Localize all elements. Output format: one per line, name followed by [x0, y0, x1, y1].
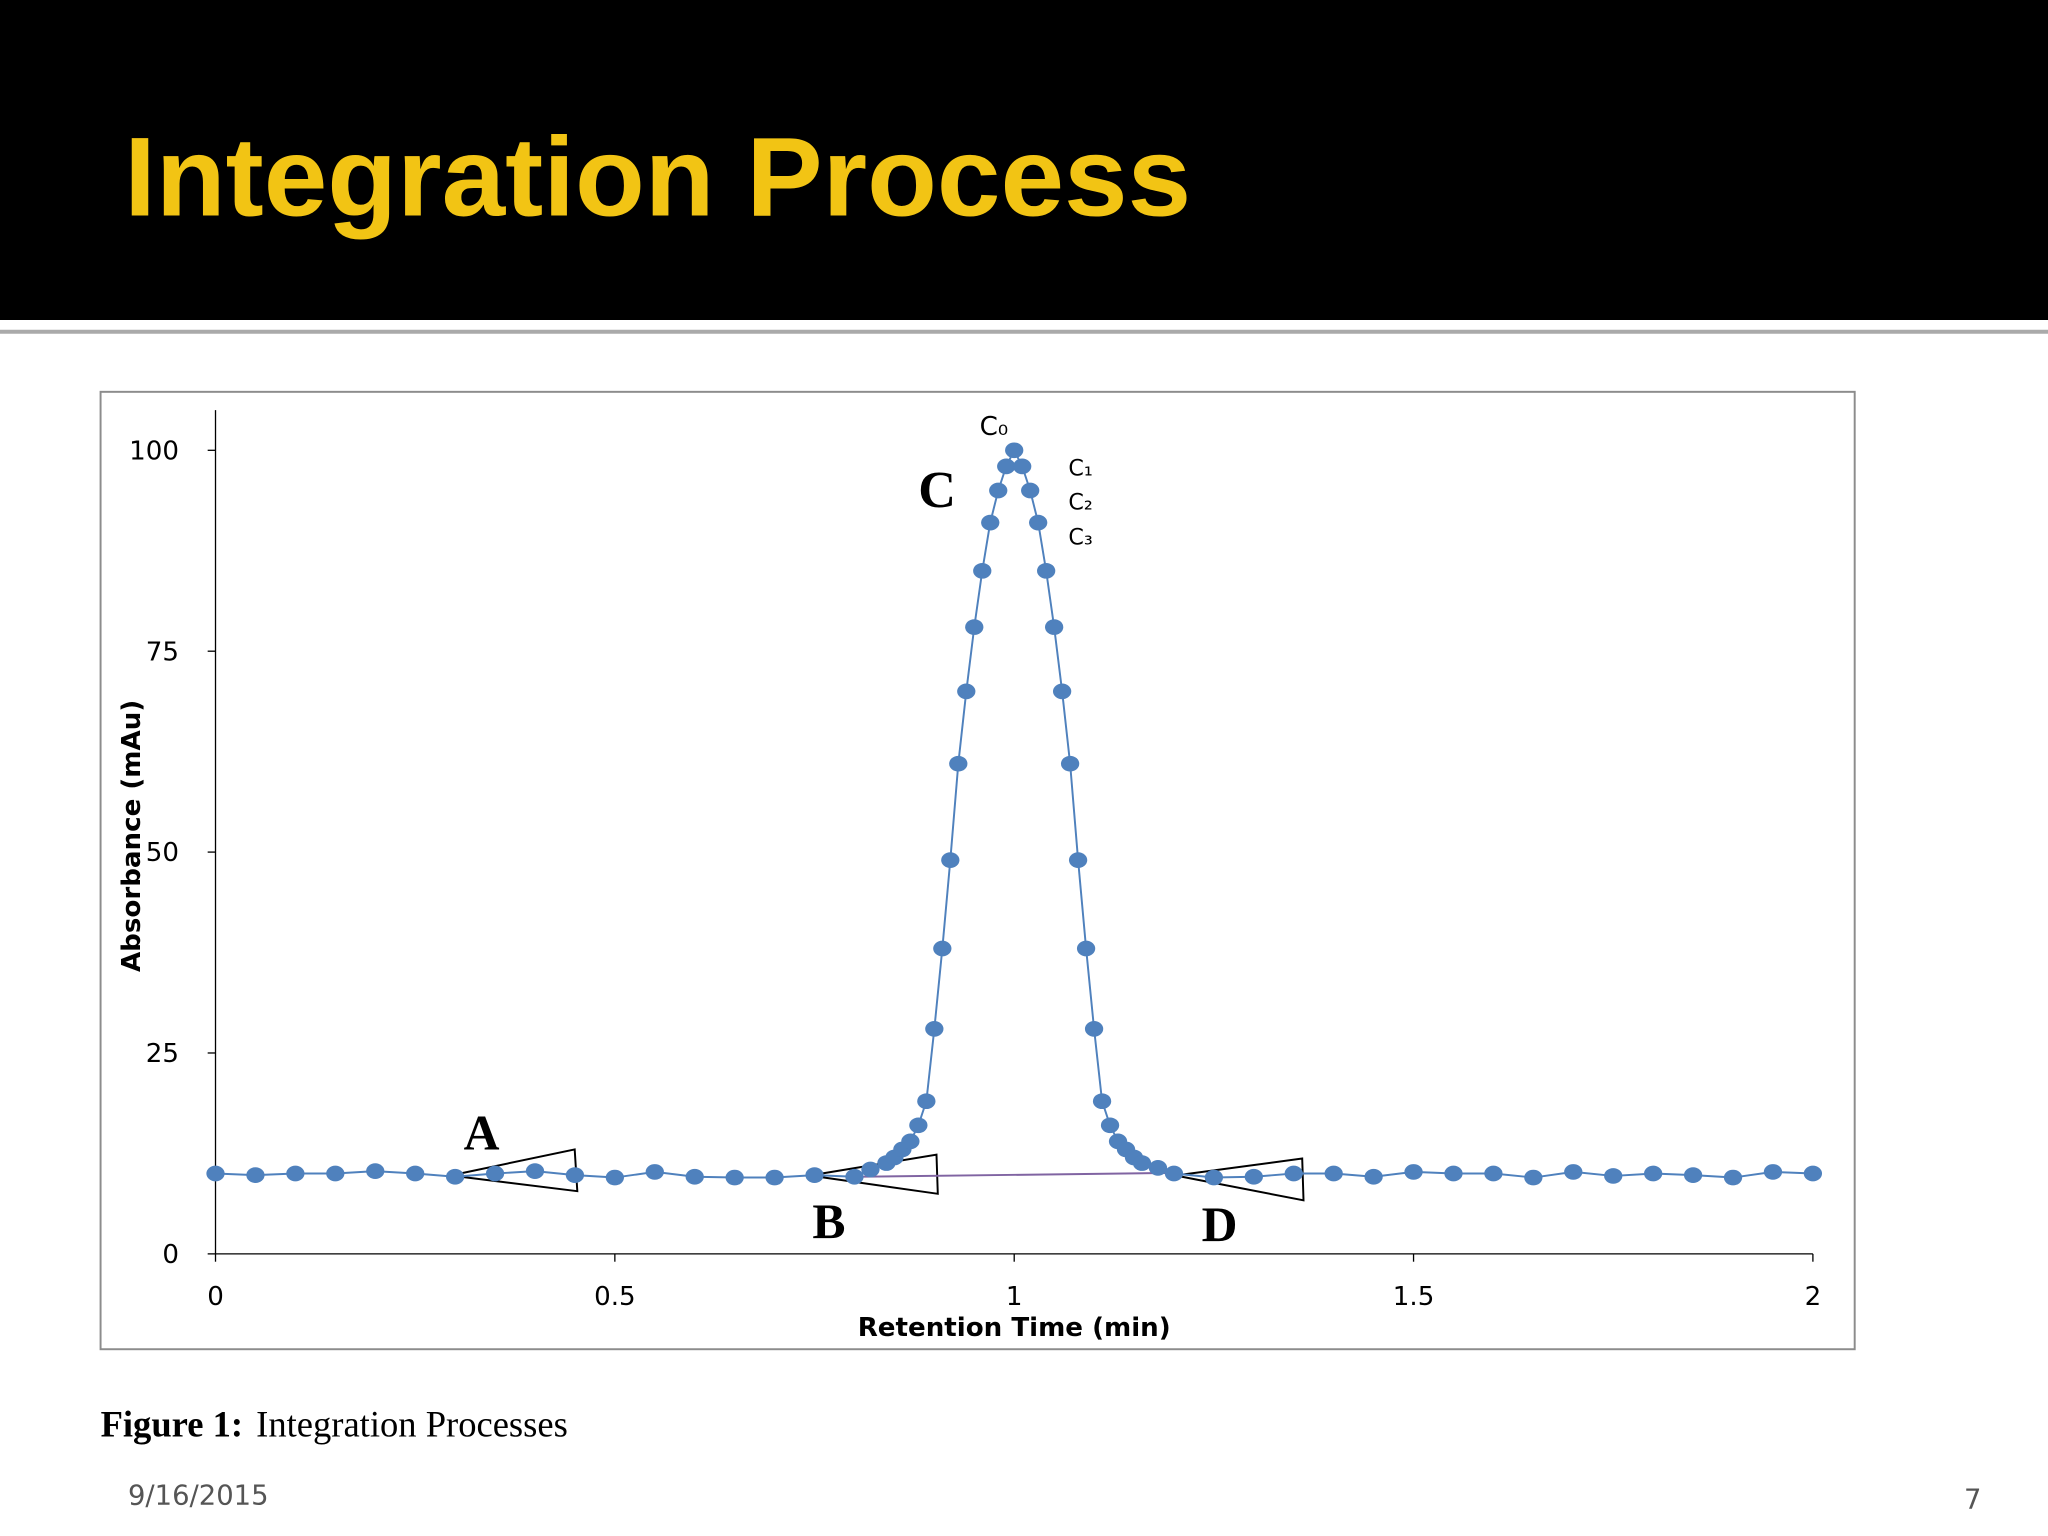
data-point: [1564, 1164, 1583, 1180]
data-point: [1644, 1165, 1663, 1182]
data-point: [366, 1163, 385, 1179]
data-point: [949, 755, 968, 772]
y-tick-label: 75: [146, 637, 179, 667]
data-point: [485, 1165, 505, 1182]
baseline-segment: [854, 1171, 1175, 1178]
data-point: [845, 1168, 864, 1185]
data-point: [1404, 1164, 1423, 1180]
y-tick-label: 50: [146, 838, 179, 868]
data-point: [565, 1167, 585, 1183]
data-point: [1148, 1160, 1168, 1176]
caption-text: Integration Processes: [256, 1404, 568, 1445]
data-point: [1524, 1169, 1543, 1186]
data-point: [1037, 563, 1056, 579]
data-point: [1029, 514, 1048, 531]
data-point: [1005, 442, 1024, 459]
data-point: [406, 1165, 425, 1182]
annotation: C₃: [1068, 525, 1092, 551]
data-point: [1068, 852, 1088, 868]
data-point: [1084, 1021, 1104, 1037]
annotation: C: [918, 461, 956, 519]
annotation: B: [812, 1194, 845, 1249]
data-point: [925, 1021, 944, 1037]
data-point: [981, 514, 1000, 531]
data-point: [941, 852, 960, 868]
header-bar: [0, 0, 2048, 320]
data-point: [1092, 1093, 1112, 1110]
x-tick-label: 1: [1006, 1282, 1023, 1312]
data-point: [725, 1169, 744, 1186]
x-tick-label: 1.5: [1393, 1282, 1435, 1312]
data-point: [1683, 1167, 1703, 1183]
slide-title: Integration Process: [124, 114, 1191, 240]
data-point: [605, 1169, 624, 1186]
data-point: [909, 1117, 928, 1134]
data-point: [901, 1133, 920, 1150]
data-point: [1604, 1168, 1623, 1184]
data-point: [1484, 1165, 1503, 1182]
annotation: C₀: [980, 412, 1009, 442]
data-point: [997, 458, 1016, 475]
data-point: [286, 1165, 305, 1182]
data-point: [933, 940, 952, 957]
caption-label: Figure 1:: [101, 1404, 244, 1445]
data-point: [861, 1161, 880, 1178]
x-axis-title: Retention Time (min): [858, 1313, 1171, 1343]
y-axis-title: Absorbance (mAu): [117, 700, 147, 972]
plot: 0 25 50 75 100 0 0.5 1 1.5 2 Retention Time (min) A…: [117, 410, 1823, 1343]
chart-frame: [99, 390, 1856, 1351]
data-point: [1132, 1155, 1152, 1171]
data-point: [246, 1167, 265, 1183]
y-tick-label: 0: [162, 1240, 179, 1270]
data-point: [1244, 1168, 1263, 1185]
data-point: [957, 683, 976, 700]
data-point: [1803, 1165, 1823, 1182]
x-tick-label: 0: [207, 1282, 224, 1312]
slide-date: 9/16/2015: [128, 1481, 269, 1512]
data-point: [1284, 1165, 1303, 1182]
data-point: [917, 1093, 936, 1110]
data-point: [1013, 458, 1032, 475]
annotation: A: [464, 1105, 500, 1160]
data-point: [1100, 1117, 1120, 1134]
data-point: [1763, 1164, 1783, 1180]
slide-number: 7: [1964, 1485, 1981, 1516]
annotation: C₂: [1068, 489, 1092, 515]
data-point: [525, 1163, 545, 1179]
data-point: [989, 482, 1008, 499]
figure-caption: Figure 1: Integration Processes: [101, 1404, 568, 1445]
x-tick-label: 0.5: [594, 1282, 636, 1312]
data-point: [1364, 1168, 1383, 1185]
data-point: [1324, 1165, 1343, 1182]
data-point: [685, 1168, 704, 1185]
y-tick-label: 100: [129, 436, 179, 466]
data-point: [965, 619, 984, 635]
x-tick-label: 2: [1805, 1282, 1822, 1312]
annotation: D: [1202, 1197, 1238, 1252]
data-point: [206, 1165, 225, 1182]
annotation: C₁: [1068, 455, 1092, 481]
data-point: [1052, 683, 1072, 700]
data-point: [1076, 940, 1096, 957]
data-point: [1044, 619, 1064, 635]
data-point: [1060, 755, 1080, 772]
data-point: [1164, 1165, 1184, 1182]
data-point: [805, 1167, 824, 1183]
data-point: [1204, 1169, 1224, 1186]
data-point: [326, 1165, 345, 1182]
y-tick-label: 25: [146, 1039, 179, 1069]
data-point: [645, 1164, 664, 1180]
data-point: [765, 1169, 784, 1186]
data-point: [445, 1168, 465, 1185]
data-point: [973, 563, 992, 579]
data-point: [1723, 1169, 1743, 1186]
data-point: [1021, 482, 1040, 499]
integration-marker: [1175, 1157, 1305, 1202]
data-point: [1444, 1165, 1463, 1182]
